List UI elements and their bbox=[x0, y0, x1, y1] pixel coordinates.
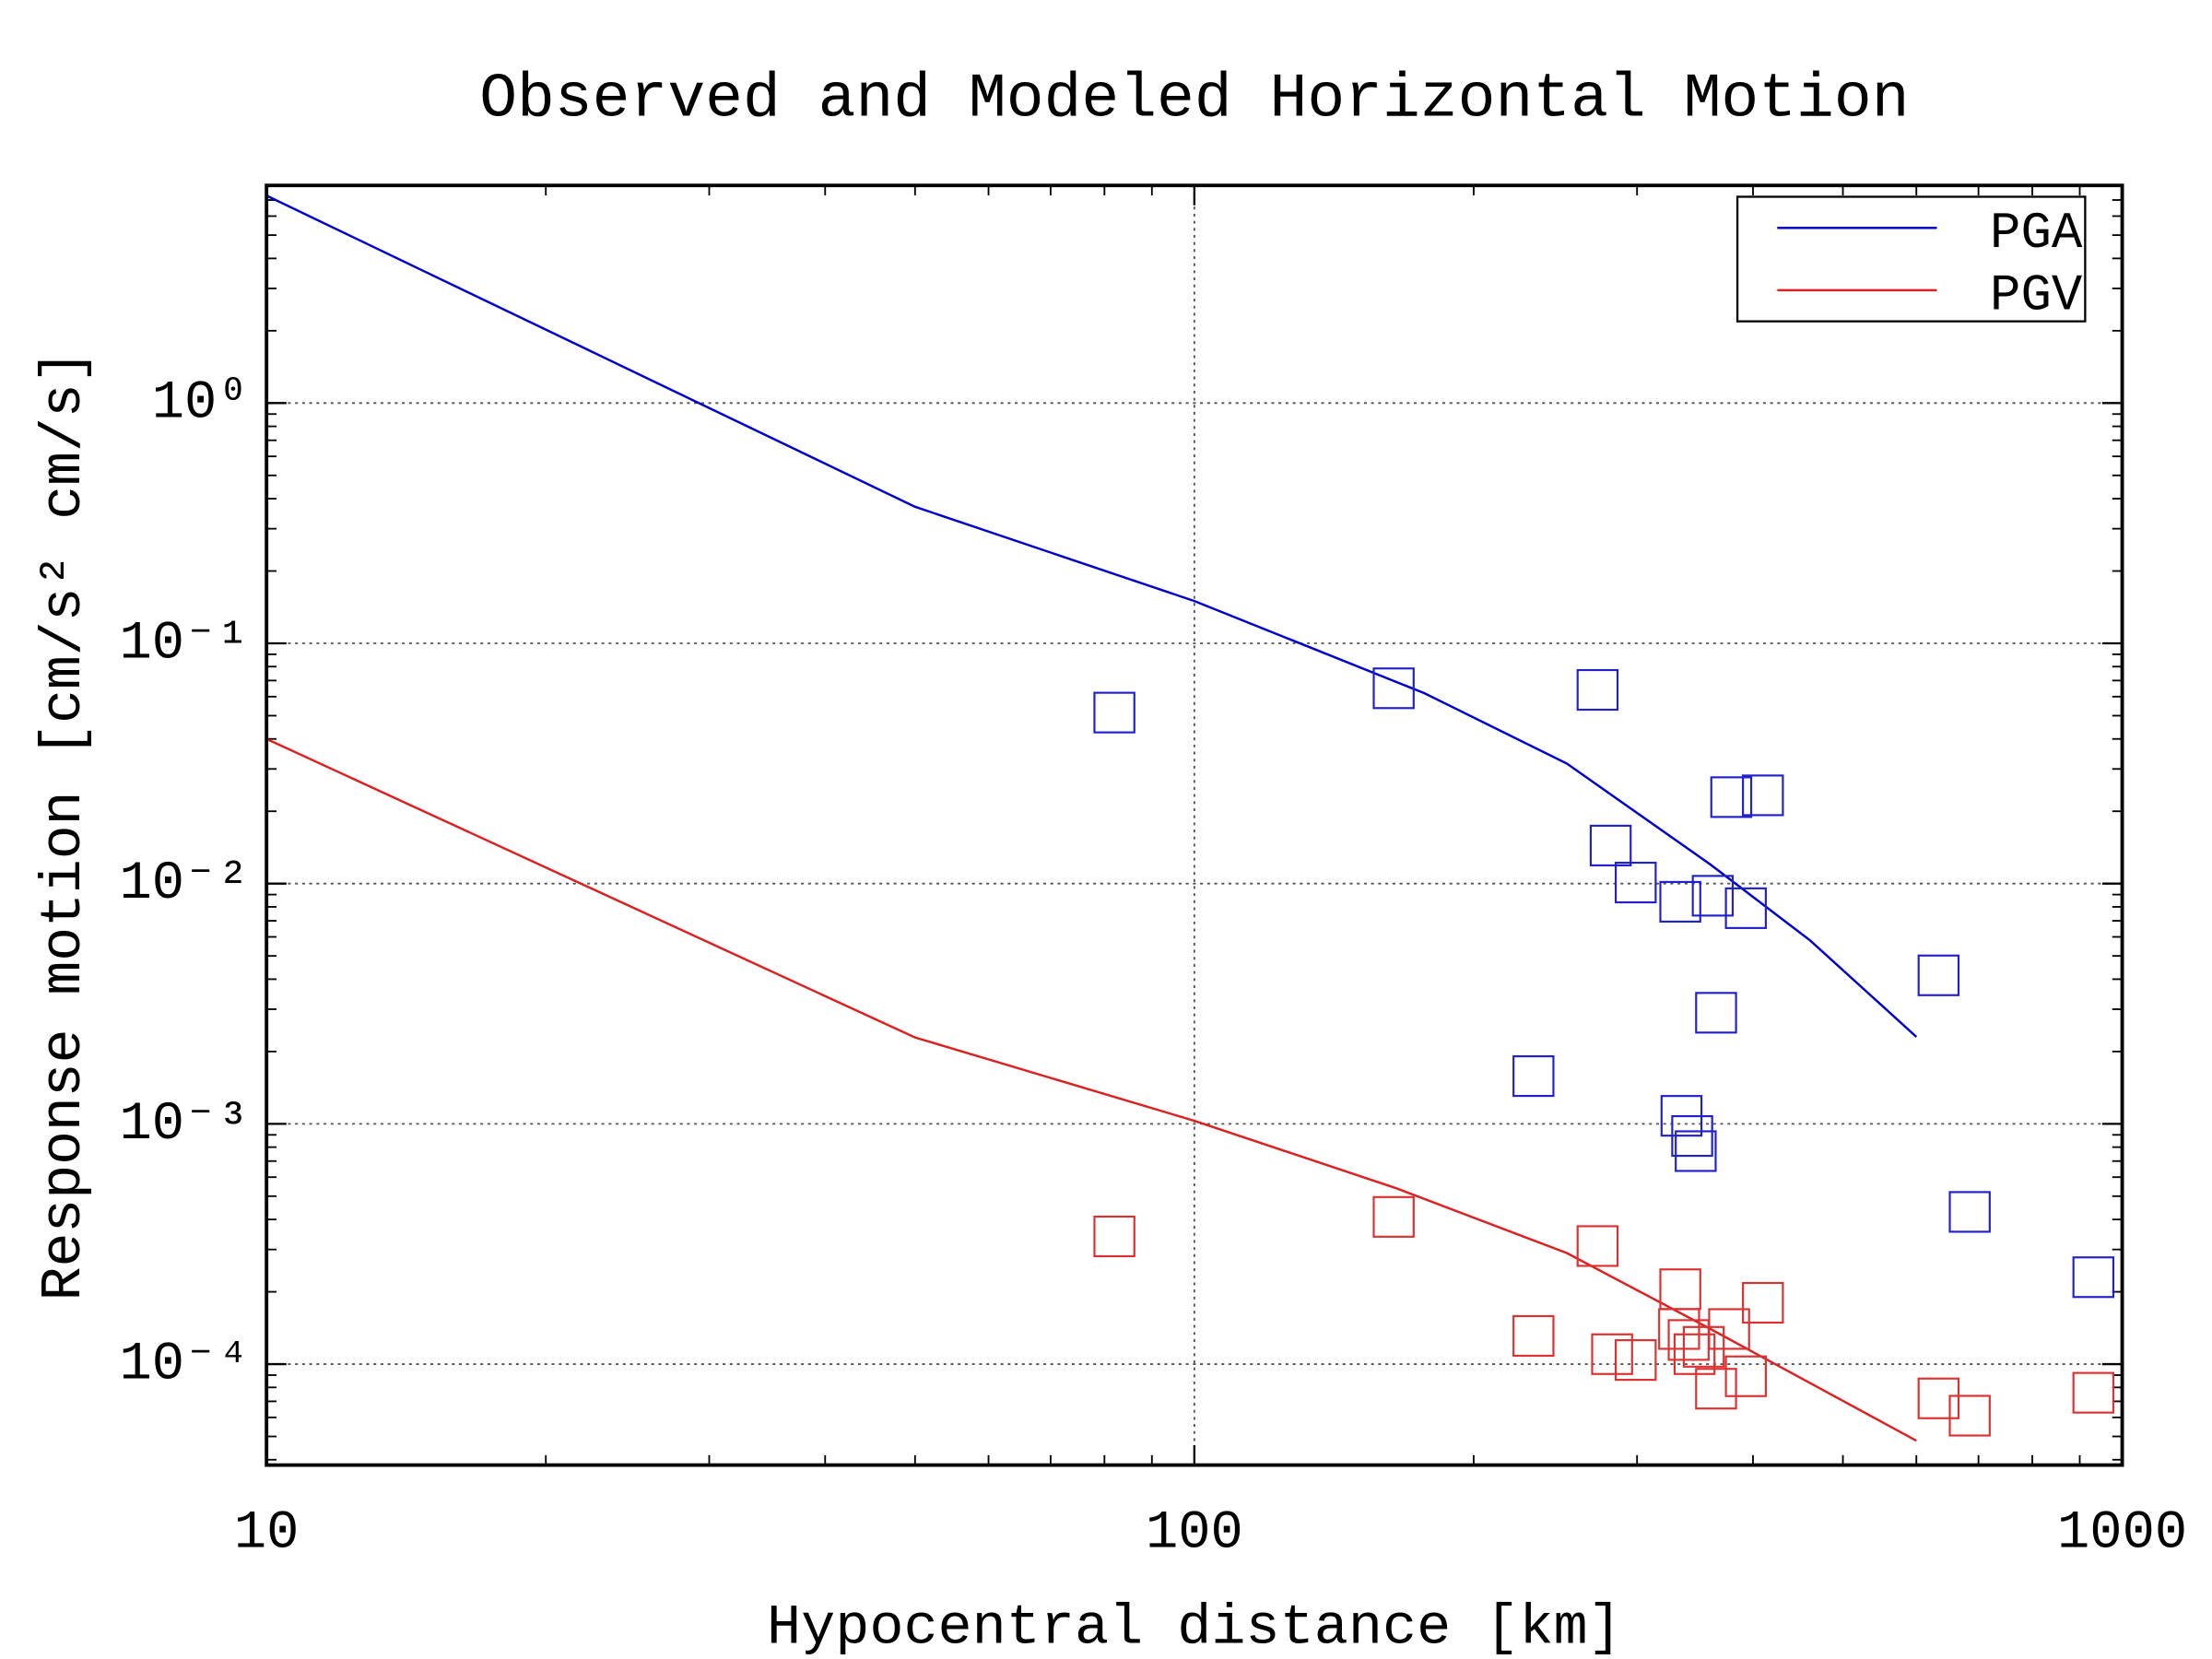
observed-point bbox=[1671, 1114, 1713, 1158]
observed-point bbox=[1917, 954, 1960, 996]
observed-point bbox=[1724, 887, 1767, 929]
y-axis-label: Response motion [cm/s² cm/s] bbox=[32, 349, 97, 1300]
plot-frame bbox=[265, 183, 2124, 1467]
chart-title: Observed and Modeled Horizontal Motion bbox=[479, 65, 1909, 135]
observed-point bbox=[1589, 824, 1632, 866]
observed-point bbox=[1659, 1268, 1701, 1311]
x-axis-label: Hypocentral distance [km] bbox=[767, 1596, 1622, 1659]
observed-point bbox=[1658, 1308, 1700, 1350]
observed-point bbox=[1710, 776, 1753, 818]
observed-point bbox=[1512, 1055, 1555, 1098]
observed-point bbox=[1742, 774, 1784, 817]
observed-point bbox=[1691, 875, 1735, 917]
legend-label: PGV bbox=[1990, 267, 2082, 325]
model-line bbox=[265, 194, 1918, 1038]
observed-point bbox=[1682, 1325, 1725, 1368]
y-tick-label: 10⁻¹ bbox=[119, 613, 249, 675]
observed-point bbox=[1673, 1333, 1716, 1375]
legend-box bbox=[1735, 195, 2087, 323]
observed-point bbox=[1659, 880, 1701, 923]
observed-point bbox=[2072, 1256, 2115, 1299]
observed-point bbox=[1675, 1130, 1717, 1172]
observed-point bbox=[1948, 1394, 1991, 1437]
x-tick-label: 100 bbox=[1146, 1502, 1243, 1564]
observed-point bbox=[1615, 1339, 1657, 1382]
observed-point bbox=[1948, 1191, 1991, 1233]
model-line bbox=[265, 737, 1917, 1442]
observed-point bbox=[1724, 1355, 1767, 1397]
observed-point bbox=[1695, 1368, 1737, 1410]
x-tick-label: 1000 bbox=[2057, 1502, 2187, 1564]
observed-point bbox=[1576, 668, 1619, 712]
observed-point bbox=[1093, 691, 1135, 734]
observed-point bbox=[1591, 1333, 1633, 1375]
y-tick-label: 10⁻³ bbox=[119, 1093, 249, 1155]
observed-point bbox=[1742, 1281, 1784, 1324]
observed-point bbox=[2072, 1371, 2115, 1414]
legend-label: PGA bbox=[1990, 205, 2083, 263]
y-tick-label: 10⁻² bbox=[119, 853, 249, 914]
observed-point bbox=[1695, 992, 1737, 1034]
y-tick-label: 10⁰ bbox=[152, 372, 250, 434]
x-tick-label: 10 bbox=[234, 1502, 300, 1564]
observed-point bbox=[1372, 1195, 1415, 1238]
observed-point bbox=[1917, 1377, 1960, 1419]
observed-point bbox=[1615, 861, 1657, 904]
observed-point bbox=[1093, 1215, 1135, 1258]
observed-point bbox=[1372, 667, 1415, 710]
y-tick-label: 10⁻⁴ bbox=[119, 1334, 249, 1395]
observed-point bbox=[1512, 1314, 1555, 1358]
observed-point bbox=[1667, 1319, 1710, 1361]
observed-point bbox=[1576, 1225, 1619, 1267]
